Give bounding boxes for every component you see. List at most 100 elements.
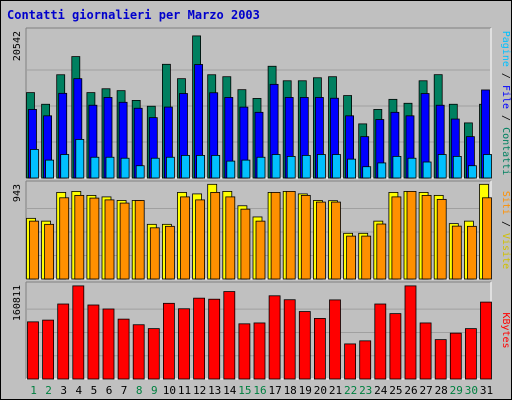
bar-pagine-day-4 [75,139,85,179]
bar-pagine-day-14 [226,160,236,179]
bar-siti-day-30 [466,225,477,280]
bar-siti-day-18 [285,191,296,280]
x-tick-label-day-20: 20 [314,384,327,397]
bar-pagine-day-22 [347,158,357,179]
bar-kbytes-day-24 [374,303,387,380]
bar-siti-day-31 [482,197,492,280]
bar-siti-day-22 [346,235,357,280]
bar-kbytes-day-20 [313,318,326,380]
bar-kbytes-day-28 [434,339,447,380]
bar-pagine-day-18 [286,156,296,179]
bar-pagine-day-19 [301,155,311,179]
legend-kbytes: KBytes [500,312,511,348]
bar-pagine-day-13 [211,155,221,179]
x-tick-label-day-12: 12 [193,384,206,397]
bar-kbytes-day-22 [344,343,357,380]
x-tick-label-day-11: 11 [178,384,191,397]
bar-pagine-day-23 [362,166,372,179]
x-tick-label-day-28: 28 [435,384,448,397]
bar-pagine-day-2 [45,159,54,179]
bar-siti-day-16 [255,220,266,280]
x-tick-label-day-13: 13 [208,384,221,397]
legend-siti: Siti [500,191,511,215]
legend-file: File [500,85,511,109]
bar-siti-day-7 [119,202,130,280]
x-tick-label-day-26: 26 [404,384,417,397]
x-tick-label-day-24: 24 [374,384,388,397]
bar-kbytes-day-8 [132,324,145,380]
bar-kbytes-day-27 [419,322,432,380]
bar-pagine-day-3 [60,154,70,179]
bar-siti-day-20 [315,201,326,280]
bar-kbytes-day-17 [268,295,281,380]
x-tick-label-day-2: 2 [45,384,52,397]
x-tick-label-day-29: 29 [450,384,463,397]
bar-pagine-day-27 [422,161,432,179]
bar-kbytes-day-31 [480,301,492,380]
bar-siti-day-15 [240,208,251,280]
bar-pagine-day-28 [437,154,447,179]
bar-siti-day-1 [29,220,39,280]
x-tick-label-day-15: 15 [238,384,251,397]
bar-kbytes-day-15 [238,323,251,380]
bar-pagine-day-7 [120,157,130,179]
bar-siti-day-3 [59,197,70,280]
x-tick-label-day-23: 23 [359,384,372,397]
x-tick-label-day-9: 9 [151,384,158,397]
bar-kbytes-day-29 [449,332,462,380]
panel-2-legend: Siti / Visite [500,191,511,269]
bar-siti-day-28 [436,198,447,280]
bar-pagine-day-31 [483,154,492,179]
x-tick-label-day-25: 25 [389,384,402,397]
bar-siti-day-21 [331,201,341,280]
bar-kbytes-day-21 [329,299,341,380]
x-tick-label-day-21: 21 [329,384,342,397]
panel-1-legend: Pagine / File / Contatti [500,31,511,176]
bar-kbytes-day-2 [42,319,54,380]
bar-pagine-day-1 [30,149,39,179]
bar-kbytes-day-11 [178,308,190,380]
x-tick-label-day-6: 6 [106,384,113,397]
x-tick-label-day-1: 1 [30,384,37,397]
legend-visite: Visite [500,233,511,269]
bar-siti-day-24 [376,223,387,280]
bar-siti-day-9 [149,227,160,280]
panel-3-ymax-label: 160811 [12,285,23,321]
bar-siti-day-11 [180,196,190,280]
bar-kbytes-day-18 [283,299,296,380]
bar-siti-day-10 [164,225,175,280]
bar-kbytes-day-26 [404,285,417,380]
x-tick-label-day-18: 18 [284,384,297,397]
legend- /: / [500,109,511,127]
bar-pagine-day-25 [392,156,402,179]
bar-pagine-day-8 [135,165,145,179]
bar-siti-day-17 [270,192,281,280]
x-tick-label-day-31: 31 [480,384,493,397]
panel-1-ymax-label: 20542 [12,31,23,61]
bar-pagine-day-24 [377,162,387,179]
bar-kbytes-day-1 [27,321,39,380]
panel-3-legend: KBytes [500,312,511,348]
bar-pagine-day-17 [271,154,281,179]
x-tick-label-day-10: 10 [163,384,176,397]
bar-pagine-day-21 [332,154,341,179]
bar-siti-day-23 [361,235,372,280]
bar-siti-day-14 [225,196,236,280]
bar-kbytes-day-5 [87,304,100,380]
bar-kbytes-day-3 [57,303,70,380]
x-tick-label-day-22: 22 [344,384,357,397]
bar-siti-day-19 [300,194,311,280]
bar-pagine-day-5 [90,156,100,179]
bar-pagine-day-9 [150,157,160,179]
bar-kbytes-day-13 [208,298,221,380]
bar-pagine-day-10 [165,156,175,179]
bar-kbytes-day-10 [162,302,175,380]
bar-kbytes-day-9 [147,328,160,380]
x-tick-label-day-14: 14 [223,384,237,397]
bar-pagine-day-29 [452,156,462,179]
bar-pagine-day-6 [105,156,115,179]
bar-kbytes-day-6 [102,308,115,380]
x-tick-label-day-8: 8 [136,384,143,397]
